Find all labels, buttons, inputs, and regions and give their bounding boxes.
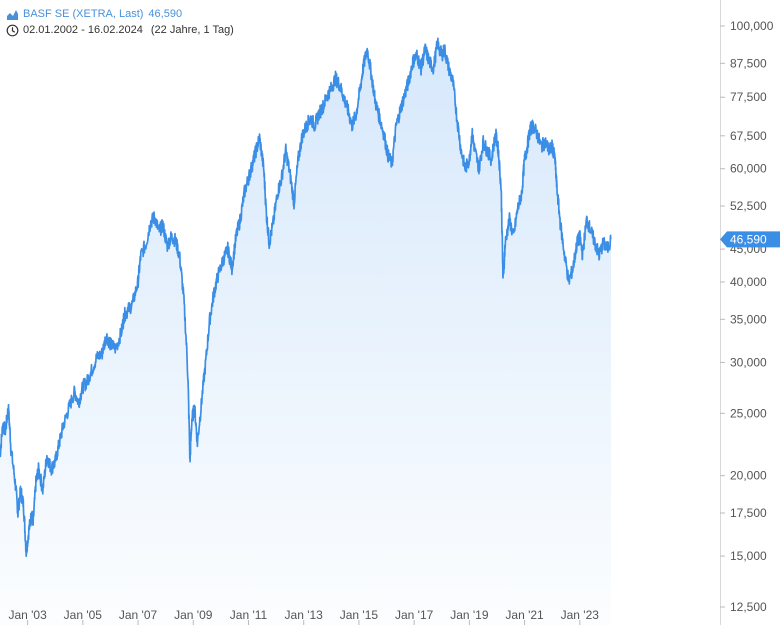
x-tick-label: Jan '13 [285, 608, 324, 622]
y-tick-label: 25,000 [730, 406, 767, 420]
x-tick-label: Jan '05 [64, 608, 103, 622]
last-price-marker: 46,590 [720, 231, 780, 248]
last-price-label: 46,590 [730, 232, 767, 246]
y-tick-label: 20,000 [730, 469, 767, 483]
y-tick-label: 30,000 [730, 355, 767, 369]
x-tick-label: Jan '21 [505, 608, 544, 622]
y-tick-label: 35,000 [730, 312, 767, 326]
y-axis: 12,500 15,000 17,500 20,000 25,000 30,000 35,0… [720, 19, 774, 614]
plot-area [0, 37, 612, 625]
x-tick-label: Jan '11 [230, 608, 268, 622]
legend-last-value: 46,590 [148, 8, 183, 20]
area-chart-icon [7, 9, 18, 20]
legend-range-row[interactable]: 02.01.2002 - 16.02.2024 (22 Jahre, 1 Tag… [6, 22, 234, 38]
series-line [0, 37, 612, 558]
y-tick-label: 12,500 [730, 600, 767, 614]
legend-series-row[interactable]: BASF SE (XETRA, Last) 46,590 [6, 6, 234, 22]
last-price-badge [720, 231, 780, 248]
x-tick-label: Jan '03 [8, 608, 47, 622]
clock-icon [6, 24, 19, 36]
x-tick-label: Jan '07 [119, 608, 158, 622]
y-tick-label: 52,500 [730, 199, 767, 213]
legend-series-name: BASF SE (XETRA, Last) [23, 8, 144, 20]
chart-legend: BASF SE (XETRA, Last) 46,590 02.01.2002 … [6, 6, 234, 38]
y-tick-label: 17,500 [730, 506, 767, 520]
x-tick-label: Jan '17 [395, 608, 434, 622]
x-tick-label: Jan '23 [561, 608, 600, 622]
x-tick-label: Jan '19 [450, 608, 489, 622]
y-tick-label: 40,000 [730, 275, 767, 289]
legend-duration: (22 Jahre, 1 Tag) [150, 24, 234, 36]
y-tick-label: 77,500 [730, 90, 767, 104]
x-axis: Jan '03 Jan '05 Jan '07 Jan '09 Jan '11 Jan '… [8, 608, 599, 625]
y-tick-label: 15,000 [730, 549, 767, 563]
y-tick-label: 67,500 [730, 129, 767, 143]
x-tick-label: Jan '09 [174, 608, 213, 622]
y-tick-label: 100,000 [730, 19, 774, 33]
y-tick-label: 87,500 [730, 56, 767, 70]
legend-date-range: 02.01.2002 - 16.02.2024 [23, 24, 143, 36]
y-tick-label: 60,000 [730, 162, 767, 176]
series-area [0, 38, 611, 625]
x-tick-label: Jan '15 [340, 608, 379, 622]
